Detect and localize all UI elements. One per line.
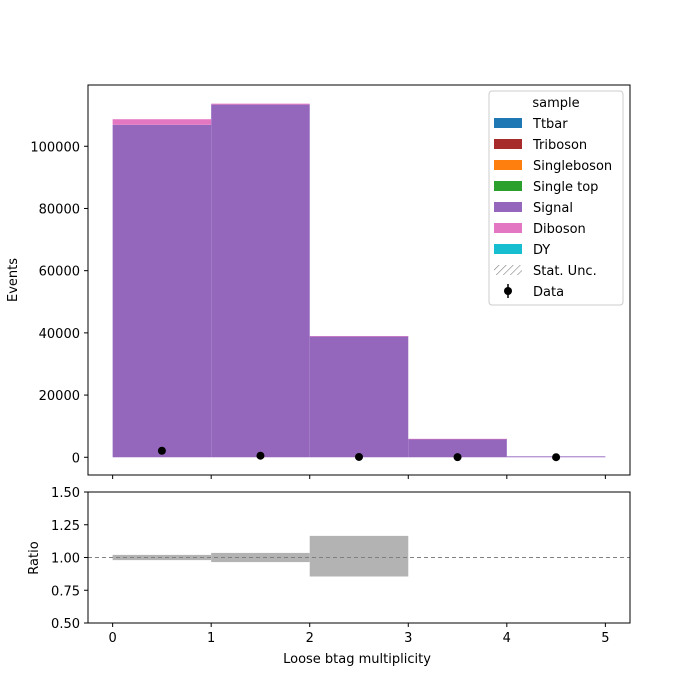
data-point [552, 453, 561, 462]
legend-label-triboson: Triboson [532, 138, 587, 153]
y-tick-label: 20000 [39, 389, 80, 404]
ratio-panel: 0.50 0.75 1.00 1.25 1.50 0 1 2 3 4 5 Ratio Loose … [27, 486, 631, 667]
y-tick-label: 60000 [39, 265, 80, 280]
y-tick-label: 0 [72, 451, 80, 466]
ratio-y-axis-label: Ratio [27, 541, 42, 574]
bar-diboson-bin-0 [112, 119, 212, 125]
legend-title: sample [532, 96, 579, 111]
y-tick-label: 40000 [39, 327, 80, 342]
legend-label-singleboson: Singleboson [533, 159, 612, 174]
main-y-ticks: 0 20000 40000 60000 80000 100000 [30, 140, 88, 466]
legend: sample Ttbar Triboson Singleboson Single to… [488, 90, 624, 306]
legend-label-dy: DY [533, 243, 550, 258]
ratio-y-tick-label: 1.50 [51, 486, 80, 501]
legend-swatch-single-top [494, 181, 522, 191]
legend-swatch-ttbar [494, 118, 522, 128]
ratio-y-ticks: 0.50 0.75 1.00 1.25 1.50 [51, 486, 88, 632]
legend-label-signal: Signal [533, 201, 573, 216]
legend-swatch-singleboson [494, 160, 522, 170]
ratio-y-tick-label: 1.00 [51, 552, 80, 567]
main-x-ticks [112, 475, 606, 479]
bar-diboson-bin-2 [309, 336, 409, 337]
legend-label-stat-unc: Stat. Unc. [533, 264, 597, 279]
y-tick-label: 100000 [30, 140, 80, 155]
y-tick-label: 80000 [39, 202, 80, 217]
ratio-x-ticks: 0 1 2 3 4 5 [108, 623, 610, 646]
x-tick-label: 4 [503, 631, 511, 646]
legend-entries: Ttbar Triboson Singleboson Single top Signal… [494, 117, 612, 300]
legend-label-diboson: Diboson [533, 222, 586, 237]
legend-swatch-dy [494, 244, 522, 254]
data-point [256, 451, 265, 460]
main-bars [112, 103, 606, 458]
bar-signal-bin-0 [112, 124, 212, 458]
legend-box [488, 90, 624, 306]
bar-diboson-bin-3 [408, 438, 507, 440]
bar-signal-bin-3 [408, 438, 507, 458]
legend-label-ttbar: Ttbar [532, 117, 568, 132]
x-tick-label: 5 [601, 631, 609, 646]
legend-swatch-signal [494, 202, 522, 212]
legend-swatch-diboson [494, 223, 522, 233]
data-point [157, 446, 166, 455]
main-panel: 0 20000 40000 60000 80000 100000 Events sampl… [6, 84, 631, 479]
x-axis-label: Loose btag multiplicity [283, 652, 431, 667]
bar-diboson-bin-1 [211, 103, 310, 105]
ratio-y-tick-label: 0.75 [51, 584, 80, 599]
legend-swatch-triboson [494, 139, 522, 149]
legend-label-single-top: Single top [533, 180, 598, 195]
x-tick-label: 0 [108, 631, 116, 646]
main-axes-frame [87, 84, 631, 476]
x-tick-label: 3 [404, 631, 412, 646]
legend-label-data: Data [533, 285, 564, 300]
data-point [355, 452, 363, 461]
main-y-axis-label: Events [6, 258, 21, 302]
x-tick-label: 2 [306, 631, 314, 646]
ratio-y-tick-label: 0.50 [51, 617, 80, 632]
legend-swatch-stat-unc [494, 265, 522, 275]
bar-signal-bin-2 [309, 336, 409, 458]
ratio-y-tick-label: 1.25 [51, 519, 80, 534]
data-points [157, 446, 561, 462]
ratio-band-bin-1 [211, 552, 310, 563]
ratio-band-bin-2 [309, 535, 409, 577]
ratio-uncertainty-bands [112, 535, 409, 577]
bar-signal-bin-1 [211, 104, 310, 458]
x-tick-label: 1 [207, 631, 215, 646]
data-point [453, 453, 462, 462]
legend-marker-data [504, 287, 512, 295]
